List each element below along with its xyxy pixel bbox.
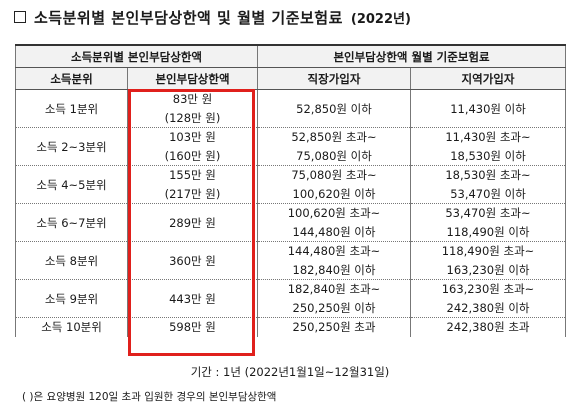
col-header-decile: 소득분위 [15,67,128,90]
decile-cell: 소득 8분위 [15,241,128,280]
decile-cell: 소득 9분위 [15,279,128,318]
table-row: 소득 2~3분위 103만 원 52,850원 초과~ 11,430원 초과~ [15,127,567,166]
footnote: ( )은 요양병원 120일 초과 입원한 경우의 본인부담상한액 [22,391,277,403]
regional-cell-sub: 163,230원 이하 [409,260,567,280]
table-row-line2: (217만 원) 100,620원 이하 53,470원 이하 [16,184,567,204]
table-row: 소득 8분위 360만 원 144,480원 초과~ 118,490원 초과~ [15,241,567,280]
regional-cell: 11,430원 이하 [409,89,567,128]
employee-cell: 75,080원 초과~ [257,165,411,185]
header-group-right: 본인부담상한액 월별 기준보험료 [256,44,567,68]
header-group-left: 소득분위별 본인부담상한액 [15,44,258,68]
period-text: 기간 : 1년 (2022년1월1일~12월31일) [190,365,390,379]
header-row-columns: 소득분위 본인부담상한액 직장가입자 지역가입자 [15,67,567,90]
employee-cell: 52,850원 이하 [257,89,411,128]
table-row: 소득 9분위 443만 원 182,840원 초과~ 163,230원 초과~ [15,279,567,318]
col-header-employee: 직장가입자 [257,67,411,90]
employee-cell: 52,850원 초과~ [257,127,411,147]
decile-cell: 소득 4~5분위 [15,165,128,204]
table-row: 소득 1분위 83만 원 52,850원 이하 11,430원 이하 [15,89,567,128]
header-row-group: 소득분위별 본인부담상한액 본인부담상한액 월별 기준보험료 [15,44,567,68]
fee-table: 소득분위별 본인부담상한액 본인부담상한액 월별 기준보험료 소득분위 본인부담… [15,44,567,337]
col-header-cap: 본인부담상한액 [127,67,258,90]
document-title: 소득분위별 본인부담상한액 및 월별 기준보험료 (2022년) [14,6,411,28]
cap-cell-sub: (160만 원) [127,146,258,166]
employee-cell-sub: 144,480원 이하 [257,222,411,242]
decile-cell: 소득 6~7분위 [15,203,128,242]
table-row-line2: (128만 원) [16,108,566,128]
regional-cell: 11,430원 초과~ [409,127,567,147]
table-body: 소득 1분위 83만 원 52,850원 이하 11,430원 이하 (128만 원) 소… [15,89,567,337]
cap-cell: 103만 원 [127,127,258,147]
employee-cell-sub: 182,840원 이하 [257,260,411,280]
col-header-regional: 지역가입자 [409,67,567,90]
table-row-line2: 250,250원 이하 242,380원 이하 [16,298,567,318]
checkbox-square-icon [14,11,26,23]
cap-cell-sub: (128만 원) [127,108,258,128]
regional-cell: 163,230원 초과~ [409,279,567,299]
regional-cell: 18,530원 초과~ [409,165,567,185]
employee-cell-sub: 100,620원 이하 [257,184,411,204]
table-row-line2: 182,840원 이하 163,230원 이하 [16,260,567,280]
cap-cell: 598만 원 [127,317,258,337]
cap-cell: 360만 원 [127,241,258,280]
decile-cell: 소득 1분위 [15,89,128,128]
regional-cell-sub: 242,380원 이하 [409,298,567,318]
employee-cell: 182,840원 초과~ [257,279,411,299]
decile-cell: 소득 2~3분위 [15,127,128,166]
regional-cell-sub: 18,530원 이하 [409,146,567,166]
regional-cell-sub: 118,490원 이하 [409,222,567,242]
cap-cell: 83만 원 [127,89,258,109]
regional-cell: 242,380원 초과 [409,317,567,337]
table-row: 소득 4~5분위 155만 원 75,080원 초과~ 18,530원 초과~ [15,165,567,204]
employee-cell: 250,250원 초과 [257,317,411,337]
table-row-line2: 144,480원 이하 118,490원 이하 [16,222,567,242]
employee-cell: 100,620원 초과~ [257,203,411,223]
regional-cell: 118,490원 초과~ [409,241,567,261]
employee-cell-sub: 75,080원 이하 [257,146,411,166]
cap-cell: 289만 원 [127,203,258,242]
cap-cell: 443만 원 [127,279,258,318]
cap-cell: 155만 원 [127,165,258,185]
table-row-line2: (160만 원) 75,080원 이하 18,530원 이하 [16,146,567,166]
regional-cell-sub: 53,470원 이하 [409,184,567,204]
table-row: 소득 6~7분위 289만 원 100,620원 초과~ 53,470원 초과~ [15,203,567,242]
title-main: 소득분위별 본인부담상한액 및 월별 기준보험료 [34,8,343,27]
regional-cell: 53,470원 초과~ [409,203,567,223]
employee-cell-sub: 250,250원 이하 [257,298,411,318]
cap-cell-sub: (217만 원) [127,184,258,204]
title-year: (2022년) [350,11,411,27]
employee-cell: 144,480원 초과~ [257,241,411,261]
decile-cell: 소득 10분위 [15,317,128,337]
